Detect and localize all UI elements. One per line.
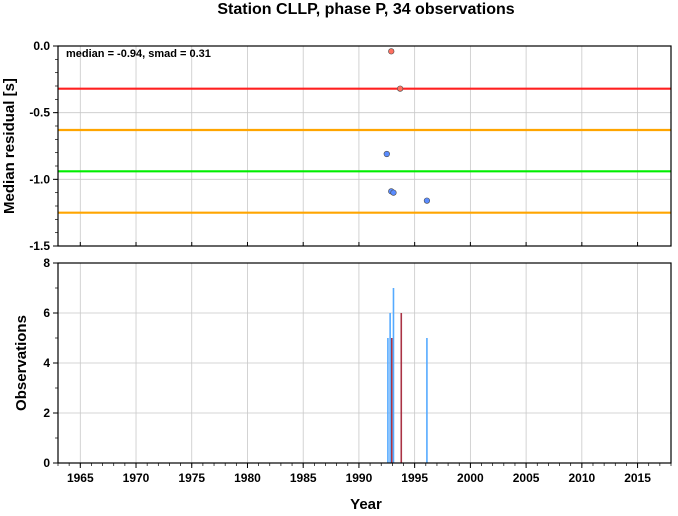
year-tick-label: 1985 xyxy=(290,471,317,485)
observations-y-tick-label: 4 xyxy=(43,356,50,370)
year-x-axis-label: Year xyxy=(350,496,382,511)
residual-point xyxy=(388,48,395,55)
residual-points xyxy=(383,48,431,204)
observations-y-ticks: 0 2 4 6 8 xyxy=(43,256,58,470)
residual-point xyxy=(397,85,404,92)
year-tick-label: 1970 xyxy=(123,471,150,485)
observations-panel: 0 2 4 6 8 1965 1970 1975 1980 1985 1990 1995 2000 20… xyxy=(13,256,672,513)
year-x-ticks: 1965 1970 1975 1980 1985 1990 1995 2000 2005 2010… xyxy=(57,463,672,485)
observations-y-tick-label: 6 xyxy=(43,306,50,320)
residual-y-tick-label: -1.0 xyxy=(29,172,50,186)
chart-title: Station CLLP, phase P, 34 observations xyxy=(217,1,514,18)
observations-grid xyxy=(58,262,671,464)
stats-annotation: median = -0.94, smad = 0.31 xyxy=(66,48,211,60)
residual-y-tick-label: 0.0 xyxy=(33,39,50,53)
year-tick-label: 2015 xyxy=(624,471,651,485)
observations-y-tick-label: 0 xyxy=(43,456,50,470)
reference-lines xyxy=(58,87,671,214)
residual-plot-frame xyxy=(57,45,672,247)
year-tick-label: 1975 xyxy=(178,471,205,485)
residual-y-axis-label: Median residual [s] xyxy=(1,78,18,214)
residual-y-tick-label: -0.5 xyxy=(29,106,50,120)
residual-point xyxy=(383,150,390,158)
observations-y-tick-label: 8 xyxy=(43,256,50,270)
residual-point xyxy=(423,197,431,204)
residual-grid xyxy=(58,45,671,247)
observations-y-axis-label: Observations xyxy=(13,315,30,411)
year-tick-label: 2010 xyxy=(568,471,595,485)
residual-point xyxy=(390,189,397,196)
year-tick-label: 1965 xyxy=(67,471,94,485)
residual-panel: 0.0 -0.5 -1.0 -1.5 median = -0.94, smad = 0… xyxy=(1,39,672,253)
year-tick-label: 2000 xyxy=(457,471,484,485)
year-tick-label: 2005 xyxy=(513,471,540,485)
year-tick-label: 1980 xyxy=(234,471,261,485)
observation-bars xyxy=(387,288,428,463)
year-tick-label: 1990 xyxy=(346,471,373,485)
year-tick-label: 1995 xyxy=(401,471,428,485)
observations-y-tick-label: 2 xyxy=(43,406,50,420)
residual-y-ticks: 0.0 -0.5 -1.0 -1.5 xyxy=(29,39,639,253)
residual-y-tick-label: -1.5 xyxy=(29,239,50,253)
